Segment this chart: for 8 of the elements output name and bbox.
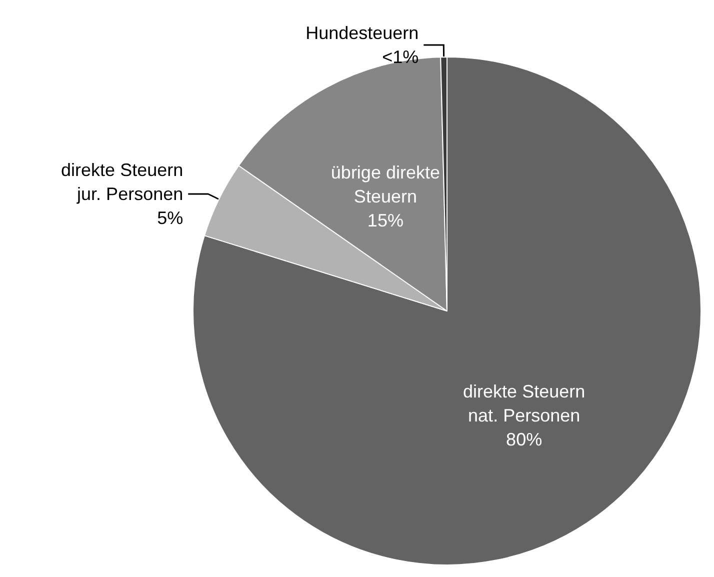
data-label: <1%: [382, 47, 419, 68]
data-label: 15%: [367, 210, 404, 230]
slice-label: Hundesteuern: [306, 23, 419, 44]
slice-label: übrige direkte Steuern: [330, 162, 440, 206]
slice-label: direkte Steuern jur. Personen: [61, 160, 184, 204]
data-label: 80%: [506, 430, 542, 450]
slice-label: direkte Steuern nat. Personen: [463, 382, 586, 426]
data-label: 5%: [157, 208, 184, 228]
